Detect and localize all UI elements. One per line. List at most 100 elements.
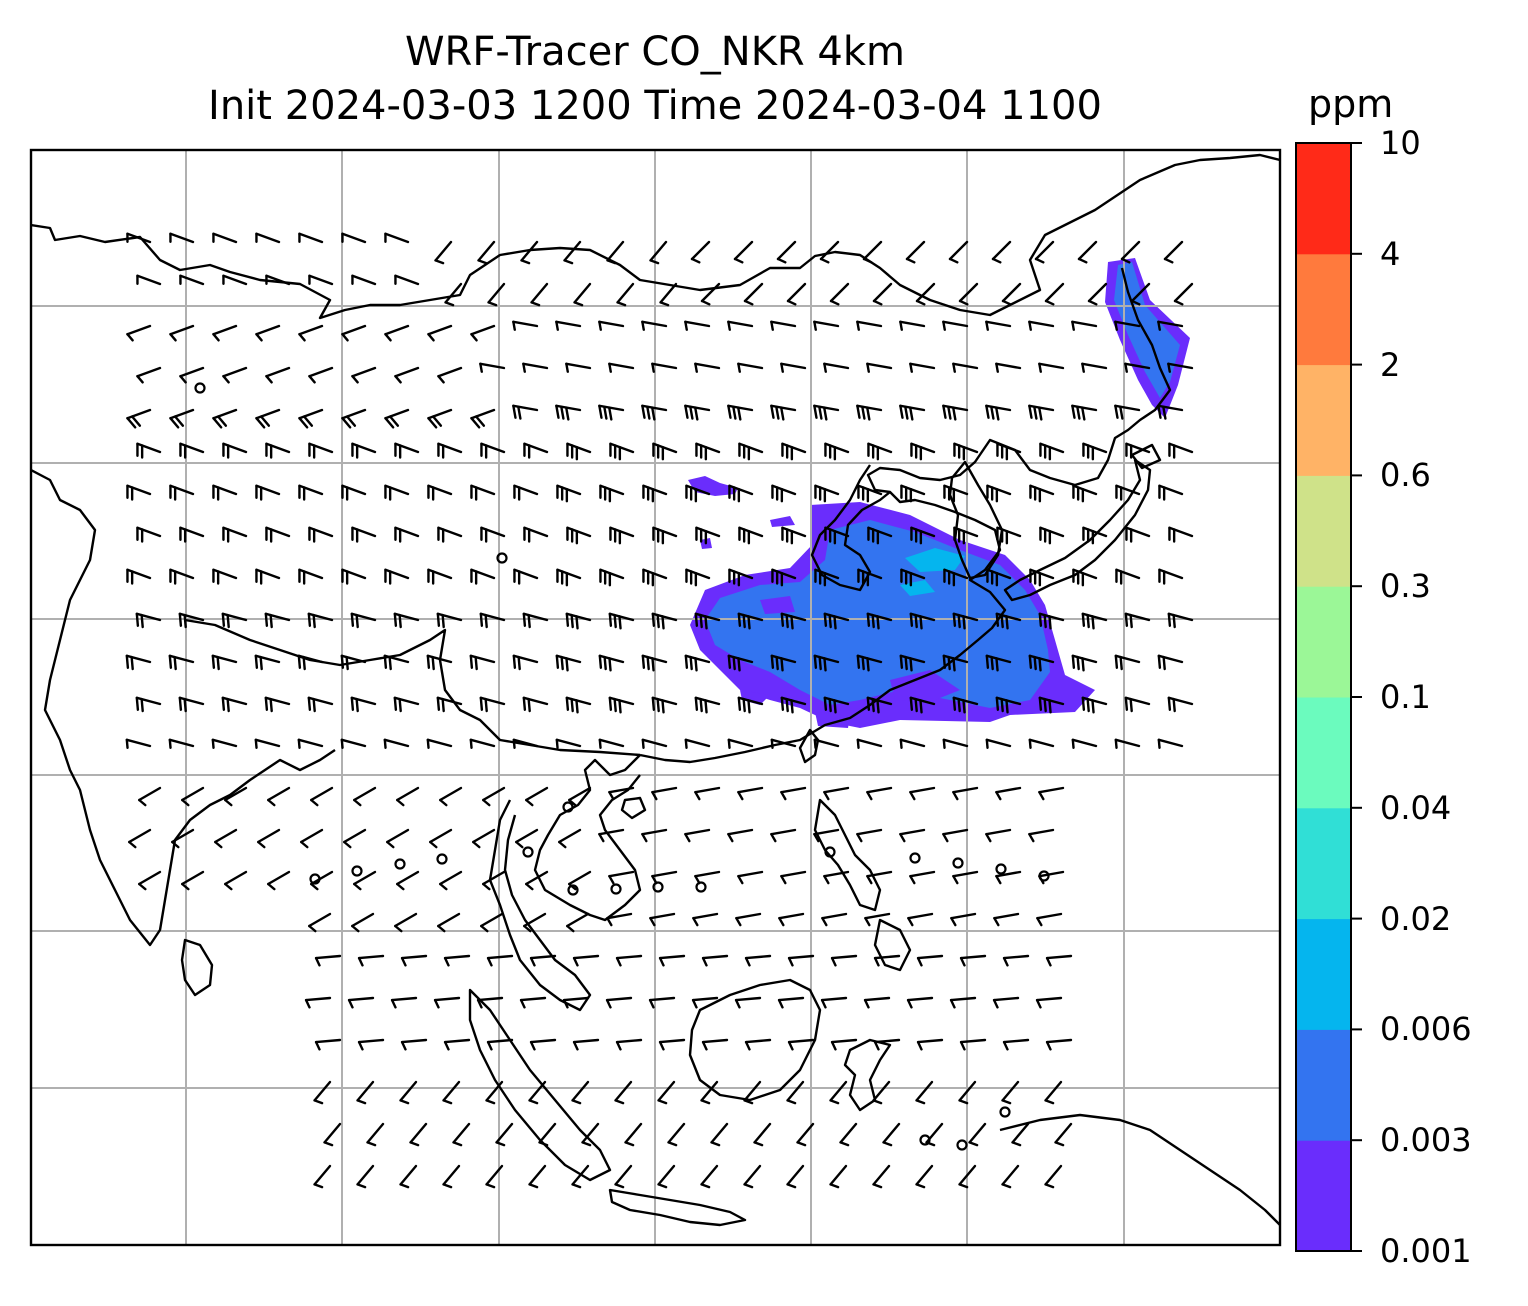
wind-barb — [958, 282, 979, 306]
wind-barb — [168, 738, 195, 749]
wind-barb — [694, 612, 721, 630]
wind-barb — [221, 612, 248, 629]
wind-barb — [599, 484, 625, 503]
wind-barb — [744, 1038, 772, 1051]
wind-barb — [1071, 404, 1098, 421]
wind-barb — [479, 362, 506, 373]
wind-barb — [866, 696, 893, 714]
wind-barb — [297, 738, 324, 749]
wind-barb — [942, 404, 969, 421]
wind-barb — [641, 828, 668, 843]
wind-barb — [529, 954, 557, 967]
wind-barb — [394, 912, 418, 933]
wind-barb — [995, 362, 1022, 373]
wind-barb — [264, 612, 291, 629]
wind-barb — [950, 912, 977, 927]
wind-barb — [222, 526, 248, 543]
wind-barb — [867, 442, 893, 461]
wind-barb — [733, 240, 754, 264]
wind-barb — [323, 1122, 342, 1147]
wind-barb — [641, 738, 668, 749]
plume-holes — [760, 596, 960, 702]
wind-barb — [528, 1080, 547, 1105]
wind-barb — [780, 362, 807, 373]
wind-barb — [136, 526, 162, 543]
wind-barb — [942, 654, 969, 672]
wind-barb — [178, 612, 205, 629]
wind-barb — [942, 828, 969, 843]
wind-barb — [126, 484, 152, 501]
chart-title-line-1: WRF-Tracer CO_NKR 4km — [404, 29, 906, 75]
wind-barb — [771, 484, 797, 503]
coast-china-korea — [639, 267, 1172, 764]
wind-barb — [480, 912, 504, 933]
wind-barb — [780, 786, 807, 801]
wind-barb — [300, 828, 324, 849]
wind-barb — [995, 870, 1022, 885]
wind-barb — [993, 912, 1020, 927]
wind-barb — [439, 786, 463, 807]
wind-barb — [513, 568, 539, 585]
colorbar-segment — [1296, 364, 1351, 476]
wind-barb — [1081, 362, 1108, 373]
wind-barb — [1167, 696, 1194, 713]
wind-barb — [667, 1122, 686, 1147]
wind-barb — [523, 912, 547, 933]
colorbar-tick-label: 0.3 — [1380, 567, 1431, 606]
wind-barb — [701, 1038, 729, 1051]
wind-barb — [814, 484, 840, 503]
wind-barb — [1157, 654, 1184, 671]
wind-barb — [995, 696, 1022, 714]
wind-barb — [1029, 484, 1055, 503]
wind-barb — [568, 870, 592, 891]
wind-barb — [179, 366, 205, 384]
wind-barb — [1168, 442, 1194, 459]
wind-barb — [556, 484, 582, 503]
wind-barb — [830, 1038, 858, 1051]
wind-barb — [872, 282, 893, 306]
wind-barb — [727, 404, 754, 421]
wind-barb — [530, 282, 549, 307]
wind-barb — [684, 320, 711, 331]
colorbar-tick-label: 0.006 — [1380, 1010, 1472, 1049]
wind-barb — [949, 996, 977, 1009]
calm-marker — [562, 801, 574, 813]
wind-barb — [394, 366, 420, 384]
calm-marker — [394, 858, 406, 870]
wind-barb — [1039, 526, 1065, 545]
wind-barb — [472, 828, 496, 849]
wind-barb — [598, 738, 625, 749]
wind-barb — [1001, 1164, 1020, 1189]
wind-barb — [470, 484, 496, 501]
wind-barb — [562, 996, 590, 1009]
wind-barb — [400, 1038, 428, 1051]
wind-barb — [399, 1080, 418, 1105]
wind-barb — [427, 324, 453, 342]
wind-barb — [652, 442, 678, 461]
wind-barb — [525, 870, 549, 891]
wind-barb — [866, 612, 893, 630]
wind-barb — [314, 1038, 342, 1051]
wind-barb — [786, 1164, 805, 1189]
wind-barb — [952, 612, 979, 630]
colorbar-segment — [1296, 586, 1351, 698]
wind-barb — [485, 1080, 504, 1105]
wind-barb — [265, 442, 291, 459]
wind-barb — [126, 232, 152, 244]
wind-barb — [777, 996, 805, 1009]
wind-barb — [479, 612, 506, 629]
wind-barb — [684, 828, 711, 843]
wind-barb — [400, 954, 428, 967]
wind-barb — [909, 362, 936, 373]
coast-hainan — [620, 796, 647, 820]
wind-barb — [357, 954, 385, 967]
wind-barb — [211, 738, 238, 749]
calm-marker — [194, 382, 206, 394]
wind-barb — [1168, 526, 1194, 543]
wind-barb — [813, 738, 840, 749]
wind-barb — [169, 484, 195, 501]
wind-barb — [649, 240, 668, 265]
wind-barb — [384, 232, 410, 244]
wind-barb — [685, 484, 711, 503]
wind-barb — [1034, 240, 1055, 264]
